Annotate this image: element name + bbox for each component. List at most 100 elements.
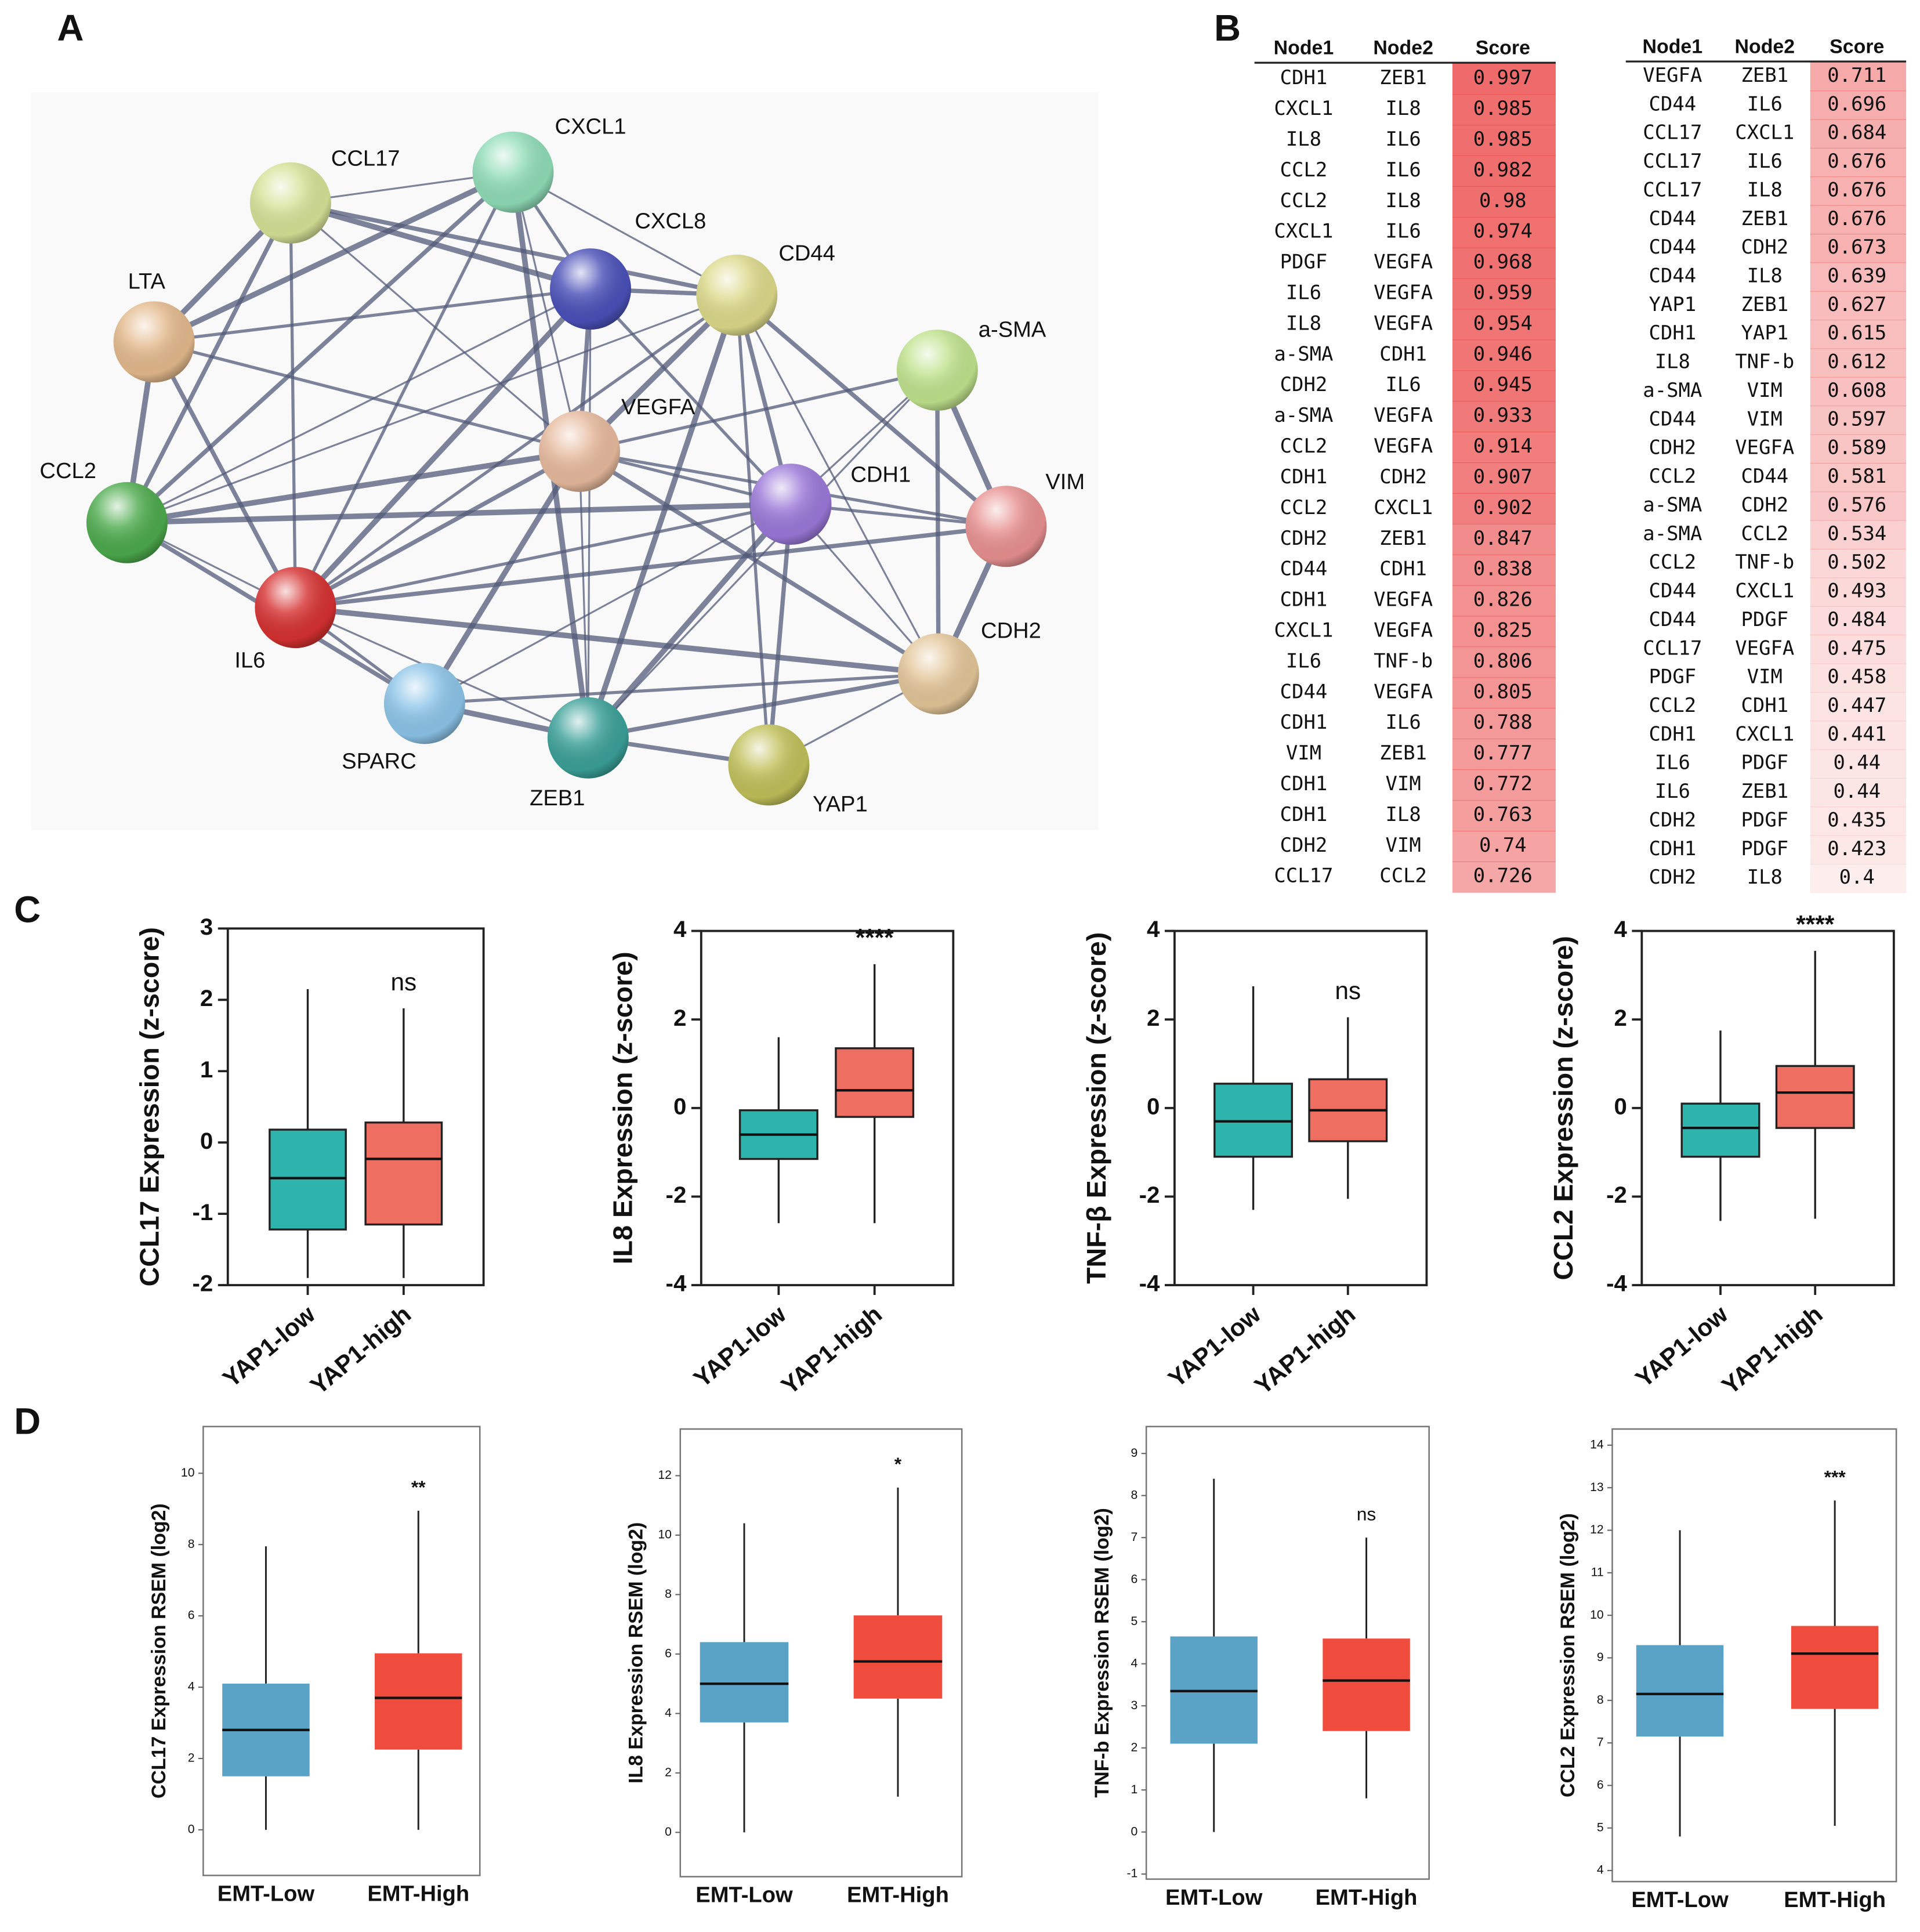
y-axis-label: CCL17 Expression RSEM (log2): [148, 1503, 170, 1799]
gene-cell: CDH1: [1280, 711, 1328, 733]
network-edge: [294, 171, 515, 609]
gene-cell: CCL2: [1741, 522, 1788, 545]
plot-frame: [202, 1426, 481, 1876]
x-tick-label: YAP1-high: [1249, 1300, 1360, 1399]
gene-cell: IL8: [1386, 97, 1421, 120]
score-cell: [1810, 205, 1907, 234]
gene-cell: IL8: [1286, 128, 1321, 150]
y-tick-label: 0: [1614, 1093, 1627, 1119]
score-text: 0.907: [1473, 465, 1533, 488]
score-cell: [1452, 554, 1556, 586]
gene-cell: CCL2: [1280, 496, 1328, 519]
score-text: 0.954: [1473, 312, 1533, 334]
gene-cell: CCL2: [1280, 189, 1328, 212]
gene-cell: CD44: [1649, 236, 1697, 258]
gene-cell: CCL2: [1280, 158, 1328, 181]
y-tick-label: 8: [1597, 1693, 1604, 1706]
y-tick-label: -4: [666, 1271, 687, 1297]
gene-cell: CD44: [1649, 92, 1697, 115]
gene-cell: CXCL1: [1274, 220, 1333, 243]
node-label: CXCL8: [635, 209, 706, 234]
gene-cell: TNF-b: [1735, 551, 1794, 573]
box: [835, 1047, 915, 1118]
score-cell: [1810, 520, 1907, 550]
network-edge: [125, 202, 293, 524]
score-cell: [1452, 278, 1556, 310]
score-cell: [1452, 523, 1556, 555]
gene-cell: a-SMA: [1274, 342, 1333, 365]
score-cell: [1452, 616, 1556, 647]
panel-label: A: [57, 8, 84, 49]
score-text: 0.676: [1827, 178, 1886, 201]
score-cell: [1810, 291, 1907, 321]
gene-cell: VIM: [1386, 834, 1421, 856]
panel-label: B: [1214, 8, 1241, 49]
y-tick-label: 2: [200, 985, 213, 1011]
plot-frame: [1611, 1428, 1897, 1883]
y-tick-label: 4: [1131, 1656, 1137, 1670]
gene-cell: PDGF: [1741, 837, 1788, 860]
gene-cell: CDH2: [1280, 834, 1328, 856]
significance: ns: [1357, 1503, 1376, 1524]
significance: ns: [1335, 977, 1361, 1004]
score-cell: [1810, 61, 1907, 92]
gene-cell: PDGF: [1741, 608, 1788, 631]
box: [853, 1615, 943, 1699]
network-edge: [295, 605, 939, 677]
gene-cell: CCL17: [1643, 636, 1702, 659]
score-text: 0.838: [1473, 558, 1533, 580]
score-cell: [1810, 577, 1907, 607]
node-label: LTA: [128, 269, 166, 294]
score-text: 0.985: [1473, 97, 1533, 120]
box: [364, 1121, 443, 1226]
gene-cell: ZEB1: [1741, 64, 1788, 86]
network-edge: [935, 370, 941, 674]
y-tick-label: 6: [1597, 1778, 1604, 1792]
gene-cell: VEGFA: [1374, 435, 1433, 457]
box: [1636, 1645, 1724, 1737]
score-cell: [1810, 119, 1907, 149]
y-tick-label: 11: [1591, 1565, 1604, 1579]
y-tick-label: 13: [1590, 1481, 1604, 1494]
y-tick-label: 2: [673, 1005, 686, 1031]
gene-cell: CXCL1: [1274, 97, 1333, 120]
score-text: 0.696: [1827, 92, 1886, 115]
node-label: VIM: [1045, 469, 1085, 494]
y-tick-label: 9: [1131, 1446, 1137, 1460]
x-tick-label: EMT-Low: [695, 1883, 793, 1908]
score-text: 0.772: [1473, 772, 1533, 795]
network-edge: [588, 671, 939, 740]
score-cell: [1452, 339, 1556, 371]
gene-cell: PDGF: [1741, 808, 1788, 831]
score-cell: [1452, 677, 1556, 709]
y-tick-label: 6: [665, 1647, 672, 1660]
y-tick-label: 3: [200, 914, 213, 940]
y-axis-label: IL8 Expression (z-score): [608, 951, 638, 1264]
node-label: CXCL1: [555, 114, 626, 139]
gene-cell: CDH2: [1379, 465, 1427, 488]
gene-cell: IL8: [1747, 178, 1783, 201]
y-tick-label: 4: [1597, 1864, 1604, 1877]
gene-cell: VEGFA: [1735, 436, 1794, 459]
score-text: 0.946: [1473, 342, 1533, 365]
gene-cell: CDH1: [1649, 722, 1697, 745]
gene-cell: CD44: [1649, 580, 1697, 602]
score-text: 0.726: [1473, 864, 1533, 887]
y-tick-label: 0: [673, 1093, 686, 1119]
score-text: 0.423: [1827, 837, 1886, 860]
gene-cell: VEGFA: [1374, 404, 1433, 426]
score-cell: [1810, 491, 1907, 521]
gene-cell: CDH2: [1280, 527, 1328, 549]
node-label: CCL2: [39, 458, 96, 483]
gene-cell: CD44: [1649, 207, 1697, 230]
score-text: 0.826: [1473, 588, 1533, 611]
gene-cell: a-SMA: [1274, 404, 1333, 426]
gene-cell: CCL2: [1379, 864, 1427, 887]
gene-cell: CCL17: [1643, 150, 1702, 172]
gene-cell: CCL2: [1280, 435, 1328, 457]
gene-cell: VEGFA: [1374, 312, 1433, 334]
score-text: 0.788: [1473, 711, 1533, 733]
network-edge: [294, 449, 581, 610]
box: [1775, 1065, 1855, 1129]
node-shine: [550, 248, 631, 330]
